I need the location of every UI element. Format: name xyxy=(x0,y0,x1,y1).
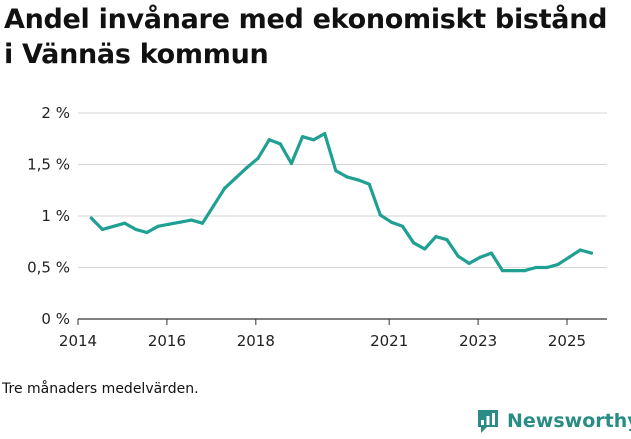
data-point xyxy=(545,265,549,270)
data-point xyxy=(467,261,471,265)
y-tick-label: 0,5 % xyxy=(27,259,70,277)
data-point xyxy=(456,254,460,258)
data-point xyxy=(334,169,338,173)
y-tick-label: 1 % xyxy=(41,207,70,225)
data-point xyxy=(589,251,594,255)
x-tick-label: 2021 xyxy=(370,332,408,350)
data-point xyxy=(289,161,293,166)
data-point xyxy=(434,235,438,239)
data-point xyxy=(189,218,193,222)
newsworthy-logo-icon xyxy=(478,410,498,433)
data-point xyxy=(423,247,427,251)
data-point xyxy=(267,138,271,142)
data-point xyxy=(145,230,149,235)
data-point xyxy=(278,142,282,146)
y-tick-label: 1,5 % xyxy=(27,156,70,174)
series-line xyxy=(89,132,594,273)
x-axis-ticks: 2014 2016 2018 2021 2023 2025 xyxy=(59,319,586,350)
data-point xyxy=(89,216,93,220)
data-point xyxy=(489,251,494,255)
data-point xyxy=(567,255,571,259)
data-point xyxy=(578,248,582,252)
data-point xyxy=(367,182,371,186)
series-group xyxy=(89,132,594,273)
data-point xyxy=(300,135,305,139)
data-point xyxy=(512,268,516,273)
y-axis-ticks: 0 % 0,5 % 1 % 1,5 % 2 % xyxy=(27,104,70,328)
x-tick-label: 2014 xyxy=(59,332,97,350)
x-tick-label: 2016 xyxy=(148,332,186,350)
chart-title: Andel invånare med ekonomiskt bistånd i … xyxy=(4,4,608,70)
data-point xyxy=(312,138,316,142)
data-point xyxy=(500,268,505,273)
data-point xyxy=(378,213,382,217)
data-point xyxy=(223,186,227,190)
data-point xyxy=(100,227,105,231)
data-point xyxy=(345,175,349,179)
data-point xyxy=(178,220,182,224)
data-point xyxy=(111,224,116,228)
data-point xyxy=(234,176,238,180)
y-tick-label: 0 % xyxy=(41,310,70,328)
x-tick-label: 2025 xyxy=(548,332,586,350)
data-point xyxy=(256,156,260,160)
brand-name: Newsworthy xyxy=(507,410,631,432)
data-point xyxy=(134,227,138,231)
data-point xyxy=(412,241,416,245)
brand-logo: Newsworthy xyxy=(476,408,631,434)
data-point xyxy=(323,132,327,136)
y-tick-label: 2 % xyxy=(41,104,70,122)
data-point xyxy=(556,262,560,267)
x-tick-label: 2023 xyxy=(459,332,497,350)
data-point xyxy=(200,221,205,225)
data-point xyxy=(245,165,249,170)
data-point xyxy=(211,204,216,208)
data-point xyxy=(167,222,171,226)
data-point xyxy=(400,224,405,228)
data-point xyxy=(389,220,393,224)
data-point xyxy=(356,178,360,182)
data-point xyxy=(523,268,527,273)
data-point xyxy=(123,221,127,225)
data-point xyxy=(478,255,482,259)
data-point xyxy=(445,238,449,242)
footnote: Tre månaders medelvärden. xyxy=(2,381,199,397)
grid-lines xyxy=(78,112,607,320)
data-point xyxy=(534,265,538,270)
data-point xyxy=(156,224,160,228)
x-tick-label: 2018 xyxy=(237,332,275,350)
